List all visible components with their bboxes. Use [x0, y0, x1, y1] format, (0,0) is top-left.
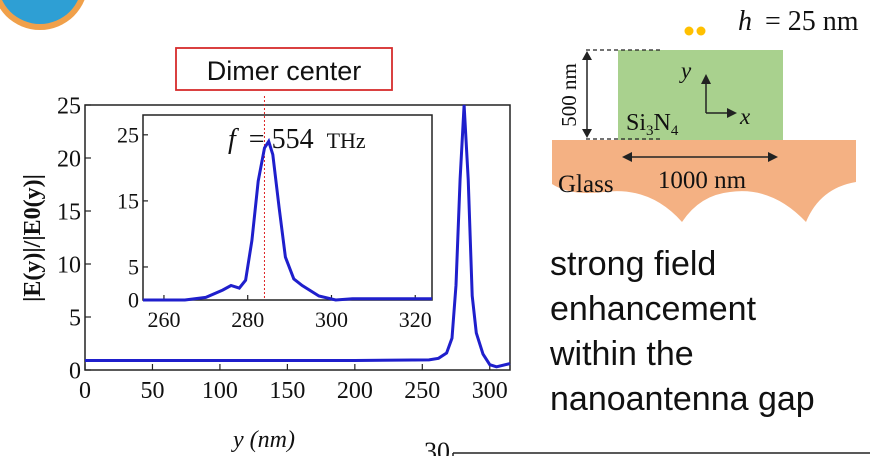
gold-dot-icon [696, 26, 706, 36]
x-tick-label: 150 [269, 378, 305, 404]
y-tick-label: 0 [69, 358, 81, 384]
svg-text:Dimer center: Dimer center [207, 56, 362, 86]
main-y-axis-label: |E(y)|/|E0(y)| [20, 174, 46, 302]
substrate-label: Glass [558, 171, 614, 198]
y-tick-label: 15 [57, 199, 81, 225]
si3n4-block [618, 50, 783, 140]
x-tick-label: 320 [399, 307, 432, 332]
x-tick-label: 0 [79, 378, 91, 404]
x-tick-label: 100 [202, 378, 238, 404]
x-tick-label: 300 [315, 307, 348, 332]
frequency-label: f = 554 THz [228, 124, 366, 155]
y-tick-label: 5 [128, 255, 139, 280]
gold-dot-icon [684, 26, 694, 36]
dimer-center-callout: Dimer center [175, 47, 393, 91]
main-x-axis-label: y (nm) [231, 427, 295, 453]
glass-substrate [552, 140, 856, 222]
gap-label: h = 25 nm [738, 6, 859, 37]
x-tick-label: 250 [404, 378, 440, 404]
svg-text:x: x [739, 104, 751, 129]
width-label: 1000 nm [658, 167, 747, 194]
x-tick-label: 260 [147, 307, 180, 332]
x-tick-label: 280 [231, 307, 264, 332]
inset-series-line [143, 137, 432, 302]
height-label: 500 nm [557, 63, 581, 127]
y-tick-label: 0 [128, 288, 139, 313]
description-text: strong field enhancement within the nano… [550, 242, 870, 422]
description-line: within the [550, 335, 694, 373]
main-series-line [85, 104, 511, 369]
y-tick-label: 25 [57, 93, 81, 119]
x-tick-label: 300 [472, 378, 508, 404]
svg-text:y: y [679, 58, 692, 83]
x-tick-label: 50 [140, 378, 164, 404]
y-tick-label: 15 [117, 189, 139, 214]
svg-text:30: 30 [424, 437, 450, 456]
logo-icon [0, 0, 85, 30]
x-tick-label: 200 [337, 378, 373, 404]
material-label: Si3N4 [626, 110, 679, 139]
description-line: nanoantenna gap [550, 380, 815, 418]
y-tick-label: 5 [69, 305, 81, 331]
inset-chart: 260 280 300 320 0 5 15 25 f = 554 THz [117, 96, 433, 332]
description-line: enhancement [550, 290, 757, 328]
inset-plot-frame [142, 114, 433, 301]
y-tick-label: 10 [57, 252, 81, 278]
y-tick-label: 25 [117, 123, 139, 148]
y-tick-label: 20 [57, 146, 81, 172]
inset-tick-group: 260 280 300 320 0 5 15 25 [117, 123, 432, 332]
main-plot-frame [84, 104, 511, 371]
partial-bottom-chart: 30 [424, 437, 870, 456]
nanoantenna-diagram: h = 25 nm 500 nm y x Si3N4 Glass 1000 nm [552, 6, 859, 222]
description-line: strong field [550, 245, 717, 283]
